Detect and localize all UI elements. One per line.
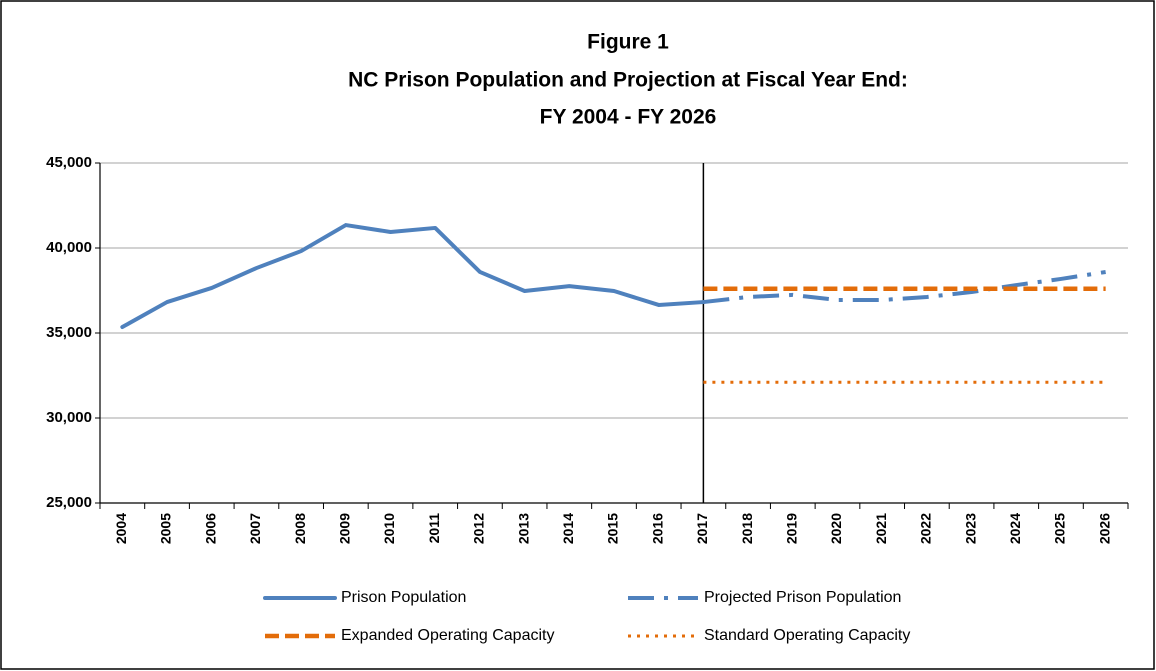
- x-tick-label: 2019: [783, 513, 799, 544]
- x-tick-label: 2006: [202, 513, 218, 544]
- x-tick-label: 2013: [515, 513, 531, 544]
- x-tick-label: 2018: [739, 513, 755, 544]
- series-line: [703, 269, 1106, 305]
- x-tick-label: 2008: [292, 513, 308, 544]
- x-tick-label: 2014: [560, 513, 576, 544]
- x-tick-label: 2021: [873, 513, 889, 544]
- legend-label: Standard Operating Capacity: [704, 627, 910, 644]
- x-tick-label: 2005: [158, 513, 174, 544]
- y-tick-label: 40,000: [46, 239, 92, 256]
- chart-title: Figure 1: [587, 31, 669, 54]
- chart-title: NC Prison Population and Projection at F…: [348, 69, 908, 92]
- y-tick-label: 45,000: [46, 154, 92, 171]
- y-tick-label: 30,000: [46, 409, 92, 426]
- x-tick-label: 2012: [471, 513, 487, 544]
- legend-label: Prison Population: [341, 589, 466, 606]
- legend-label: Expanded Operating Capacity: [341, 627, 554, 644]
- x-tick-label: 2004: [113, 513, 129, 544]
- x-tick-label: 2024: [1007, 513, 1023, 544]
- x-tick-label: 2022: [918, 513, 934, 544]
- y-tick-label: 35,000: [46, 324, 92, 341]
- legend-label: Projected Prison Population: [704, 589, 901, 606]
- x-tick-label: 2016: [649, 513, 665, 544]
- x-tick-label: 2023: [962, 513, 978, 544]
- x-tick-label: 2020: [828, 513, 844, 544]
- x-tick-label: 2026: [1096, 513, 1112, 544]
- x-tick-label: 2010: [381, 513, 397, 544]
- x-tick-label: 2007: [247, 513, 263, 544]
- y-tick-label: 25,000: [46, 494, 92, 511]
- series-line: [120, 223, 706, 330]
- x-tick-label: 2009: [337, 513, 353, 544]
- x-tick-label: 2015: [605, 513, 621, 544]
- x-tick-label: 2011: [426, 513, 442, 544]
- chart-title: FY 2004 - FY 2026: [540, 106, 717, 129]
- x-tick-label: 2025: [1052, 513, 1068, 544]
- x-tick-label: 2017: [694, 513, 710, 544]
